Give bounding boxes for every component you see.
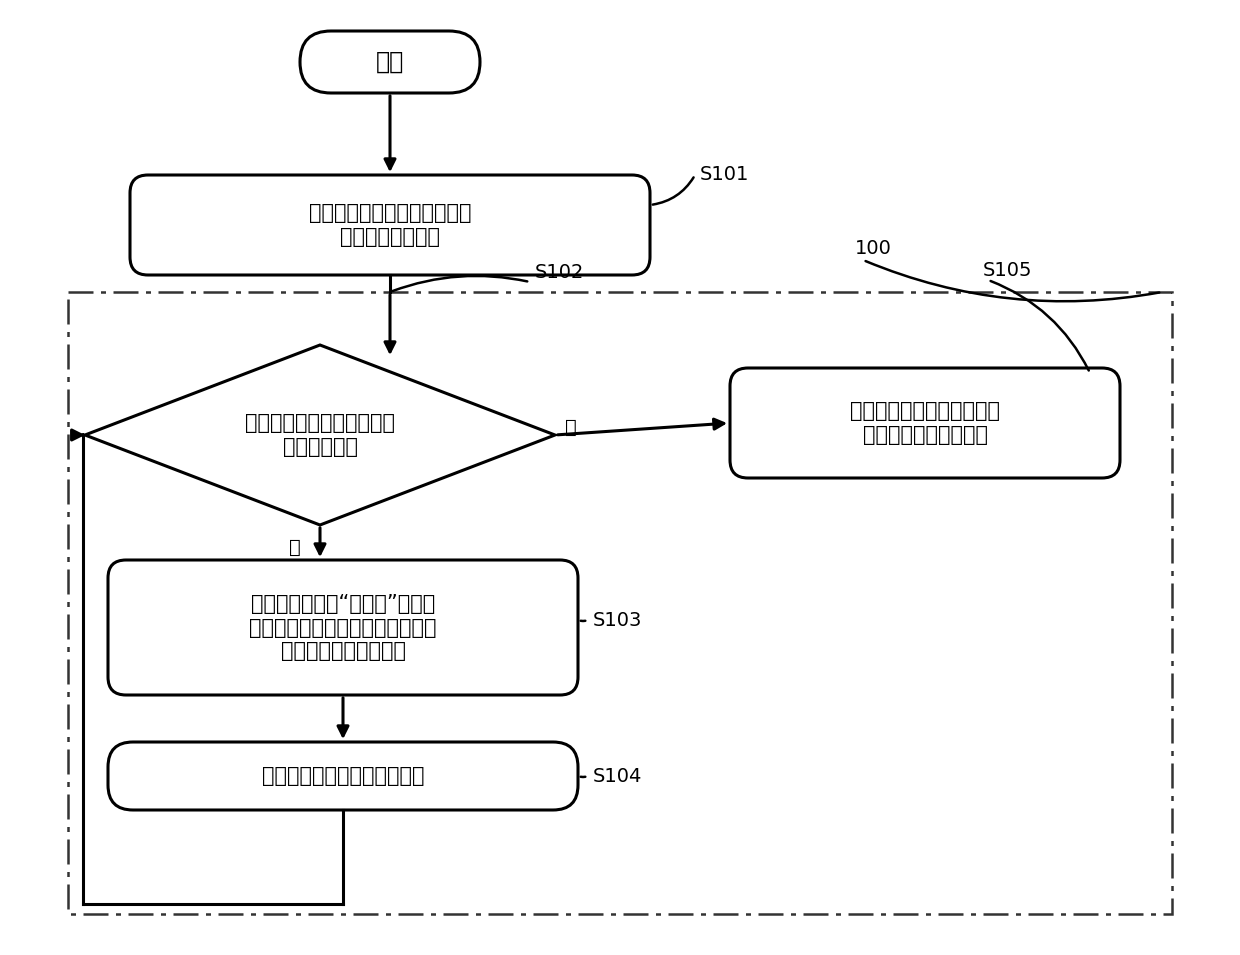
Text: 输出符合约束条件的航班与
停机位之间的对应信息: 输出符合约束条件的航班与 停机位之间的对应信息	[849, 401, 999, 445]
FancyBboxPatch shape	[108, 742, 578, 810]
Text: 是: 是	[565, 417, 577, 436]
Text: S101: S101	[701, 165, 749, 184]
Text: 分配数量是否等于需要分配
的航班数量？: 分配数量是否等于需要分配 的航班数量？	[246, 414, 396, 456]
FancyBboxPatch shape	[300, 31, 480, 93]
Text: 开始: 开始	[376, 50, 404, 74]
Text: 否: 否	[289, 538, 301, 557]
Polygon shape	[86, 345, 556, 525]
Text: S103: S103	[593, 610, 642, 629]
Text: S104: S104	[593, 767, 642, 786]
Text: 从停机位状态为“未占有”的停机
位中搜索符合约束他条件的停机位
号，匹配给当前航班号: 从停机位状态为“未占有”的停机 位中搜索符合约束他条件的停机位 号，匹配给当前航…	[249, 594, 436, 661]
FancyBboxPatch shape	[130, 175, 650, 275]
Text: 读取货运航班信息和停机位信
息，确定输入信息: 读取货运航班信息和停机位信 息，确定输入信息	[309, 203, 471, 246]
Text: 100: 100	[856, 239, 892, 258]
FancyBboxPatch shape	[730, 368, 1120, 478]
Text: S102: S102	[534, 263, 584, 282]
FancyBboxPatch shape	[108, 560, 578, 695]
Text: 读取下一个需要分配的航班号: 读取下一个需要分配的航班号	[262, 766, 424, 786]
Text: S105: S105	[983, 261, 1033, 280]
